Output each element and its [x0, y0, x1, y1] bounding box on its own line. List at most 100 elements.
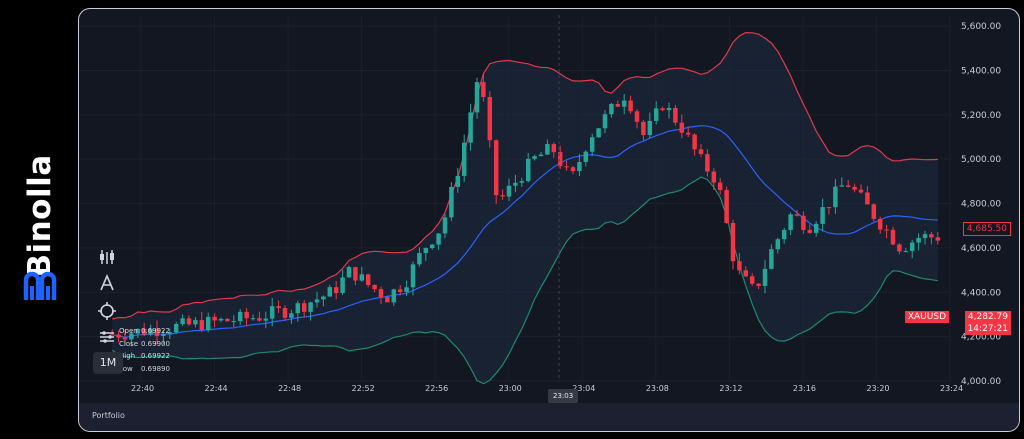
- time-axis-label: 22:44: [205, 384, 228, 393]
- candle-body: [730, 222, 736, 262]
- candle-body: [378, 289, 384, 298]
- candle-body: [225, 318, 230, 322]
- price-axis-label: 5,400.00: [961, 66, 1001, 76]
- symbol-tag[interactable]: XAUUSD: [904, 311, 949, 323]
- candle-body: [282, 308, 288, 318]
- price-chart[interactable]: 5,600.00 5,400.00 5,200.00 5,000.00 4,800.00…: [79, 9, 1019, 403]
- candle-body: [724, 189, 729, 223]
- candle-body: [109, 334, 115, 336]
- candle-body: [564, 166, 569, 168]
- indicator-price-tag: 4,685.50: [962, 222, 1011, 236]
- candle-body: [897, 244, 902, 252]
- candle-body: [404, 287, 409, 292]
- candle-body: [826, 207, 832, 209]
- candle-body: [820, 207, 825, 224]
- candle-body: [481, 82, 486, 97]
- candle-body: [461, 142, 467, 176]
- time-axis-label: 22:40: [131, 384, 154, 393]
- candle-body: [321, 296, 326, 300]
- low-value: 0.69890: [141, 364, 170, 373]
- candle-body: [596, 128, 601, 138]
- high-value: 0.69922: [141, 352, 170, 360]
- time-axis-label: 22:48: [278, 384, 301, 393]
- price-axis-label: 5,200.00: [961, 111, 1001, 121]
- candle-body: [583, 151, 589, 163]
- candle-body: [429, 244, 435, 249]
- candle-body: [890, 229, 896, 245]
- candle-body: [871, 204, 877, 219]
- candle-body: [122, 337, 128, 340]
- candle-body: [218, 318, 224, 321]
- time-axis-label: 23:08: [646, 384, 669, 393]
- candle-body: [615, 103, 621, 107]
- time-axis-label: 23:20: [866, 384, 889, 393]
- candle-body: [442, 217, 448, 234]
- portfolio-tab[interactable]: Portfolio: [92, 411, 125, 420]
- candle-body: [231, 321, 237, 323]
- close-value: 0.69900: [141, 339, 170, 348]
- price-axis-label: 4,200.00: [961, 333, 1001, 343]
- candle-body: [852, 186, 857, 190]
- candle-body: [308, 302, 313, 312]
- settings-tool-icon[interactable]: [95, 325, 119, 349]
- candle-body: [685, 132, 691, 135]
- candle-body: [807, 229, 813, 233]
- candle-body: [769, 249, 774, 269]
- candle-body: [833, 186, 838, 208]
- candle-body: [570, 167, 576, 172]
- candle-body: [916, 237, 921, 243]
- candle-body: [141, 328, 147, 335]
- candle-body: [673, 107, 678, 123]
- candle-body: [641, 121, 646, 136]
- bollinger-lower-line: [111, 176, 938, 385]
- time-axis-label: 22:52: [352, 384, 375, 393]
- indicators-tool-icon[interactable]: [95, 299, 119, 323]
- candle-body: [756, 283, 761, 286]
- high-label: High: [119, 352, 136, 360]
- candle-body: [148, 328, 153, 335]
- candle-body: [161, 334, 166, 336]
- candle-body: [436, 233, 441, 245]
- ohlc-readout: Open 0.69922 Close 0.69900 High 0.69922 Low…: [119, 325, 170, 375]
- candle-body: [186, 318, 192, 325]
- candle-body: [634, 111, 640, 122]
- bollinger-middle-line: [112, 125, 938, 338]
- crosshair-time-label: 23:03: [548, 389, 579, 403]
- candle-body: [173, 324, 179, 333]
- candle-body: [705, 154, 710, 172]
- drawing-tool-icon[interactable]: [95, 271, 119, 295]
- candle-body: [813, 223, 819, 233]
- candle-body: [391, 289, 397, 303]
- candle-body: [385, 297, 390, 303]
- price-axis-label: 4,000.00: [961, 377, 1001, 387]
- candles-tool-icon[interactable]: [95, 245, 119, 269]
- candle-body: [397, 289, 403, 292]
- candle-body: [577, 162, 582, 172]
- candle-body: [199, 320, 205, 331]
- candle-body: [263, 318, 269, 321]
- open-label: Open: [119, 327, 138, 335]
- candle-body: [519, 181, 525, 183]
- candle-body: [935, 237, 941, 241]
- candle-body: [314, 299, 320, 303]
- candle-body: [775, 239, 781, 250]
- candle-body: [449, 186, 454, 218]
- timeframe-button[interactable]: 1M: [93, 352, 123, 374]
- candle-body: [903, 251, 909, 253]
- candle-body: [237, 311, 243, 322]
- candle-body: [762, 268, 768, 286]
- candle-body: [525, 158, 531, 182]
- candle-body: [468, 112, 473, 143]
- candle-body: [333, 287, 339, 293]
- candle-body: [244, 311, 249, 319]
- candle-body: [660, 108, 665, 111]
- time-axis-label: 22:56: [425, 384, 448, 393]
- candle-body: [410, 264, 416, 288]
- candle-body: [794, 214, 800, 216]
- candle-body: [269, 306, 275, 319]
- candle-body: [679, 122, 685, 133]
- candle-body: [135, 328, 141, 334]
- price-axis-label: 4,400.00: [961, 288, 1001, 298]
- candle-body: [257, 318, 262, 321]
- binolla-logo-icon: [23, 271, 57, 300]
